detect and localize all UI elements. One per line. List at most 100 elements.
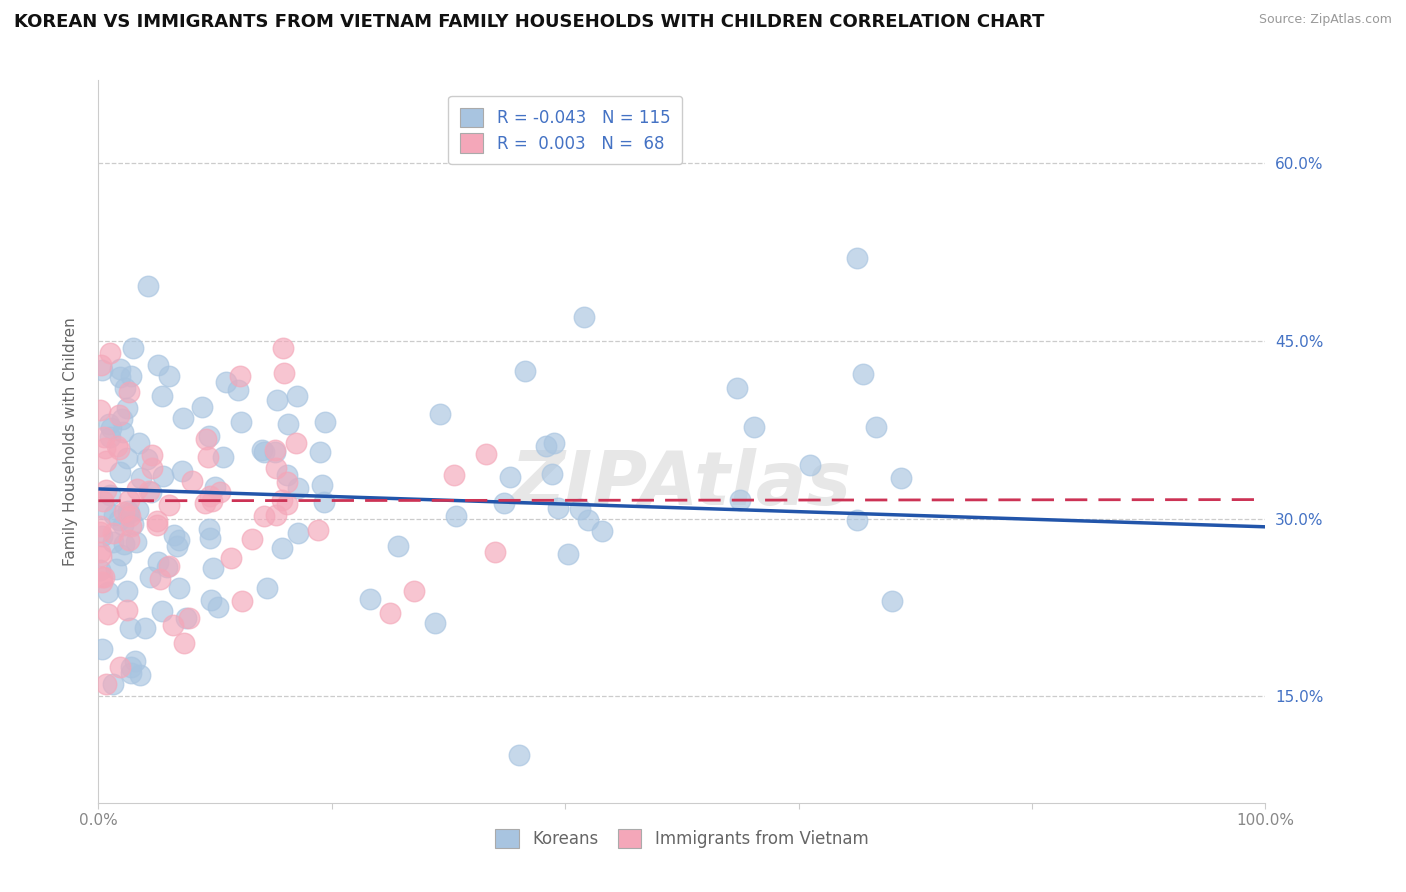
- Point: [117, 504, 139, 518]
- Point: [228, 384, 250, 398]
- Point: [124, 654, 146, 668]
- Point: [89, 563, 111, 577]
- Point: [146, 518, 169, 533]
- Point: [359, 592, 381, 607]
- Point: [284, 436, 307, 450]
- Point: [846, 513, 869, 527]
- Point: [146, 555, 169, 569]
- Point: [149, 572, 172, 586]
- Point: [112, 518, 135, 533]
- Point: [200, 593, 222, 607]
- Point: [307, 523, 329, 537]
- Point: [94, 441, 117, 455]
- Point: [107, 513, 129, 527]
- Point: [134, 621, 156, 635]
- Point: [129, 471, 152, 485]
- Point: [100, 421, 122, 435]
- Point: [387, 539, 409, 553]
- Point: [231, 415, 253, 429]
- Point: [122, 341, 145, 355]
- Point: [285, 388, 308, 402]
- Point: [107, 408, 129, 422]
- Point: [201, 561, 224, 575]
- Point: [101, 526, 124, 541]
- Point: [114, 381, 136, 395]
- Point: [541, 467, 564, 481]
- Point: [118, 492, 141, 507]
- Point: [276, 468, 298, 483]
- Point: [308, 445, 330, 459]
- Point: [266, 393, 288, 408]
- Point: [148, 358, 170, 372]
- Point: [120, 519, 142, 533]
- Point: [378, 606, 401, 620]
- Point: [156, 560, 179, 574]
- Point: [273, 366, 295, 380]
- Point: [100, 487, 122, 501]
- Point: [725, 381, 748, 395]
- Point: [250, 443, 273, 458]
- Point: [423, 616, 446, 631]
- Point: [118, 621, 141, 635]
- Point: [138, 483, 160, 498]
- Point: [172, 411, 194, 425]
- Point: [120, 665, 142, 680]
- Point: [429, 407, 451, 421]
- Point: [150, 604, 173, 618]
- Point: [446, 509, 468, 524]
- Point: [112, 425, 135, 439]
- Point: [115, 450, 138, 465]
- Point: [221, 551, 243, 566]
- Point: [122, 516, 145, 531]
- Point: [181, 474, 204, 488]
- Point: [89, 544, 111, 558]
- Point: [112, 505, 135, 519]
- Point: [191, 400, 214, 414]
- Point: [200, 489, 222, 503]
- Point: [90, 549, 112, 563]
- Point: [115, 584, 138, 599]
- Point: [276, 497, 298, 511]
- Point: [118, 506, 141, 520]
- Point: [253, 445, 276, 459]
- Point: [173, 636, 195, 650]
- Point: [231, 594, 253, 608]
- Point: [108, 362, 131, 376]
- Point: [93, 570, 115, 584]
- Point: [91, 574, 114, 589]
- Point: [89, 525, 111, 540]
- Point: [94, 501, 117, 516]
- Point: [195, 432, 218, 446]
- Point: [124, 535, 146, 549]
- Legend: Koreans, Immigrants from Vietnam: Koreans, Immigrants from Vietnam: [484, 817, 880, 860]
- Point: [98, 345, 121, 359]
- Point: [141, 485, 163, 500]
- Point: [135, 452, 157, 467]
- Point: [242, 533, 264, 547]
- Point: [201, 494, 224, 508]
- Point: [118, 384, 141, 399]
- Point: [97, 585, 120, 599]
- Point: [163, 527, 186, 541]
- Point: [97, 607, 120, 622]
- Point: [263, 445, 285, 459]
- Point: [852, 367, 875, 381]
- Point: [115, 401, 138, 415]
- Point: [118, 509, 141, 524]
- Point: [108, 465, 131, 479]
- Point: [194, 496, 217, 510]
- Point: [98, 417, 121, 431]
- Point: [212, 450, 235, 465]
- Point: [157, 559, 180, 574]
- Point: [93, 430, 115, 444]
- Point: [157, 369, 180, 384]
- Point: [127, 503, 149, 517]
- Point: [264, 508, 287, 522]
- Point: [576, 513, 599, 527]
- Point: [162, 618, 184, 632]
- Point: [179, 610, 201, 624]
- Point: [94, 677, 117, 691]
- Point: [508, 748, 530, 763]
- Point: [287, 525, 309, 540]
- Point: [91, 569, 114, 583]
